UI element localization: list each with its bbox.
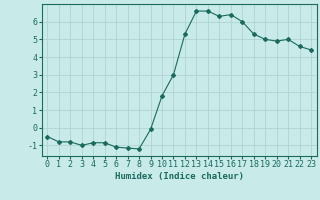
X-axis label: Humidex (Indice chaleur): Humidex (Indice chaleur): [115, 172, 244, 181]
